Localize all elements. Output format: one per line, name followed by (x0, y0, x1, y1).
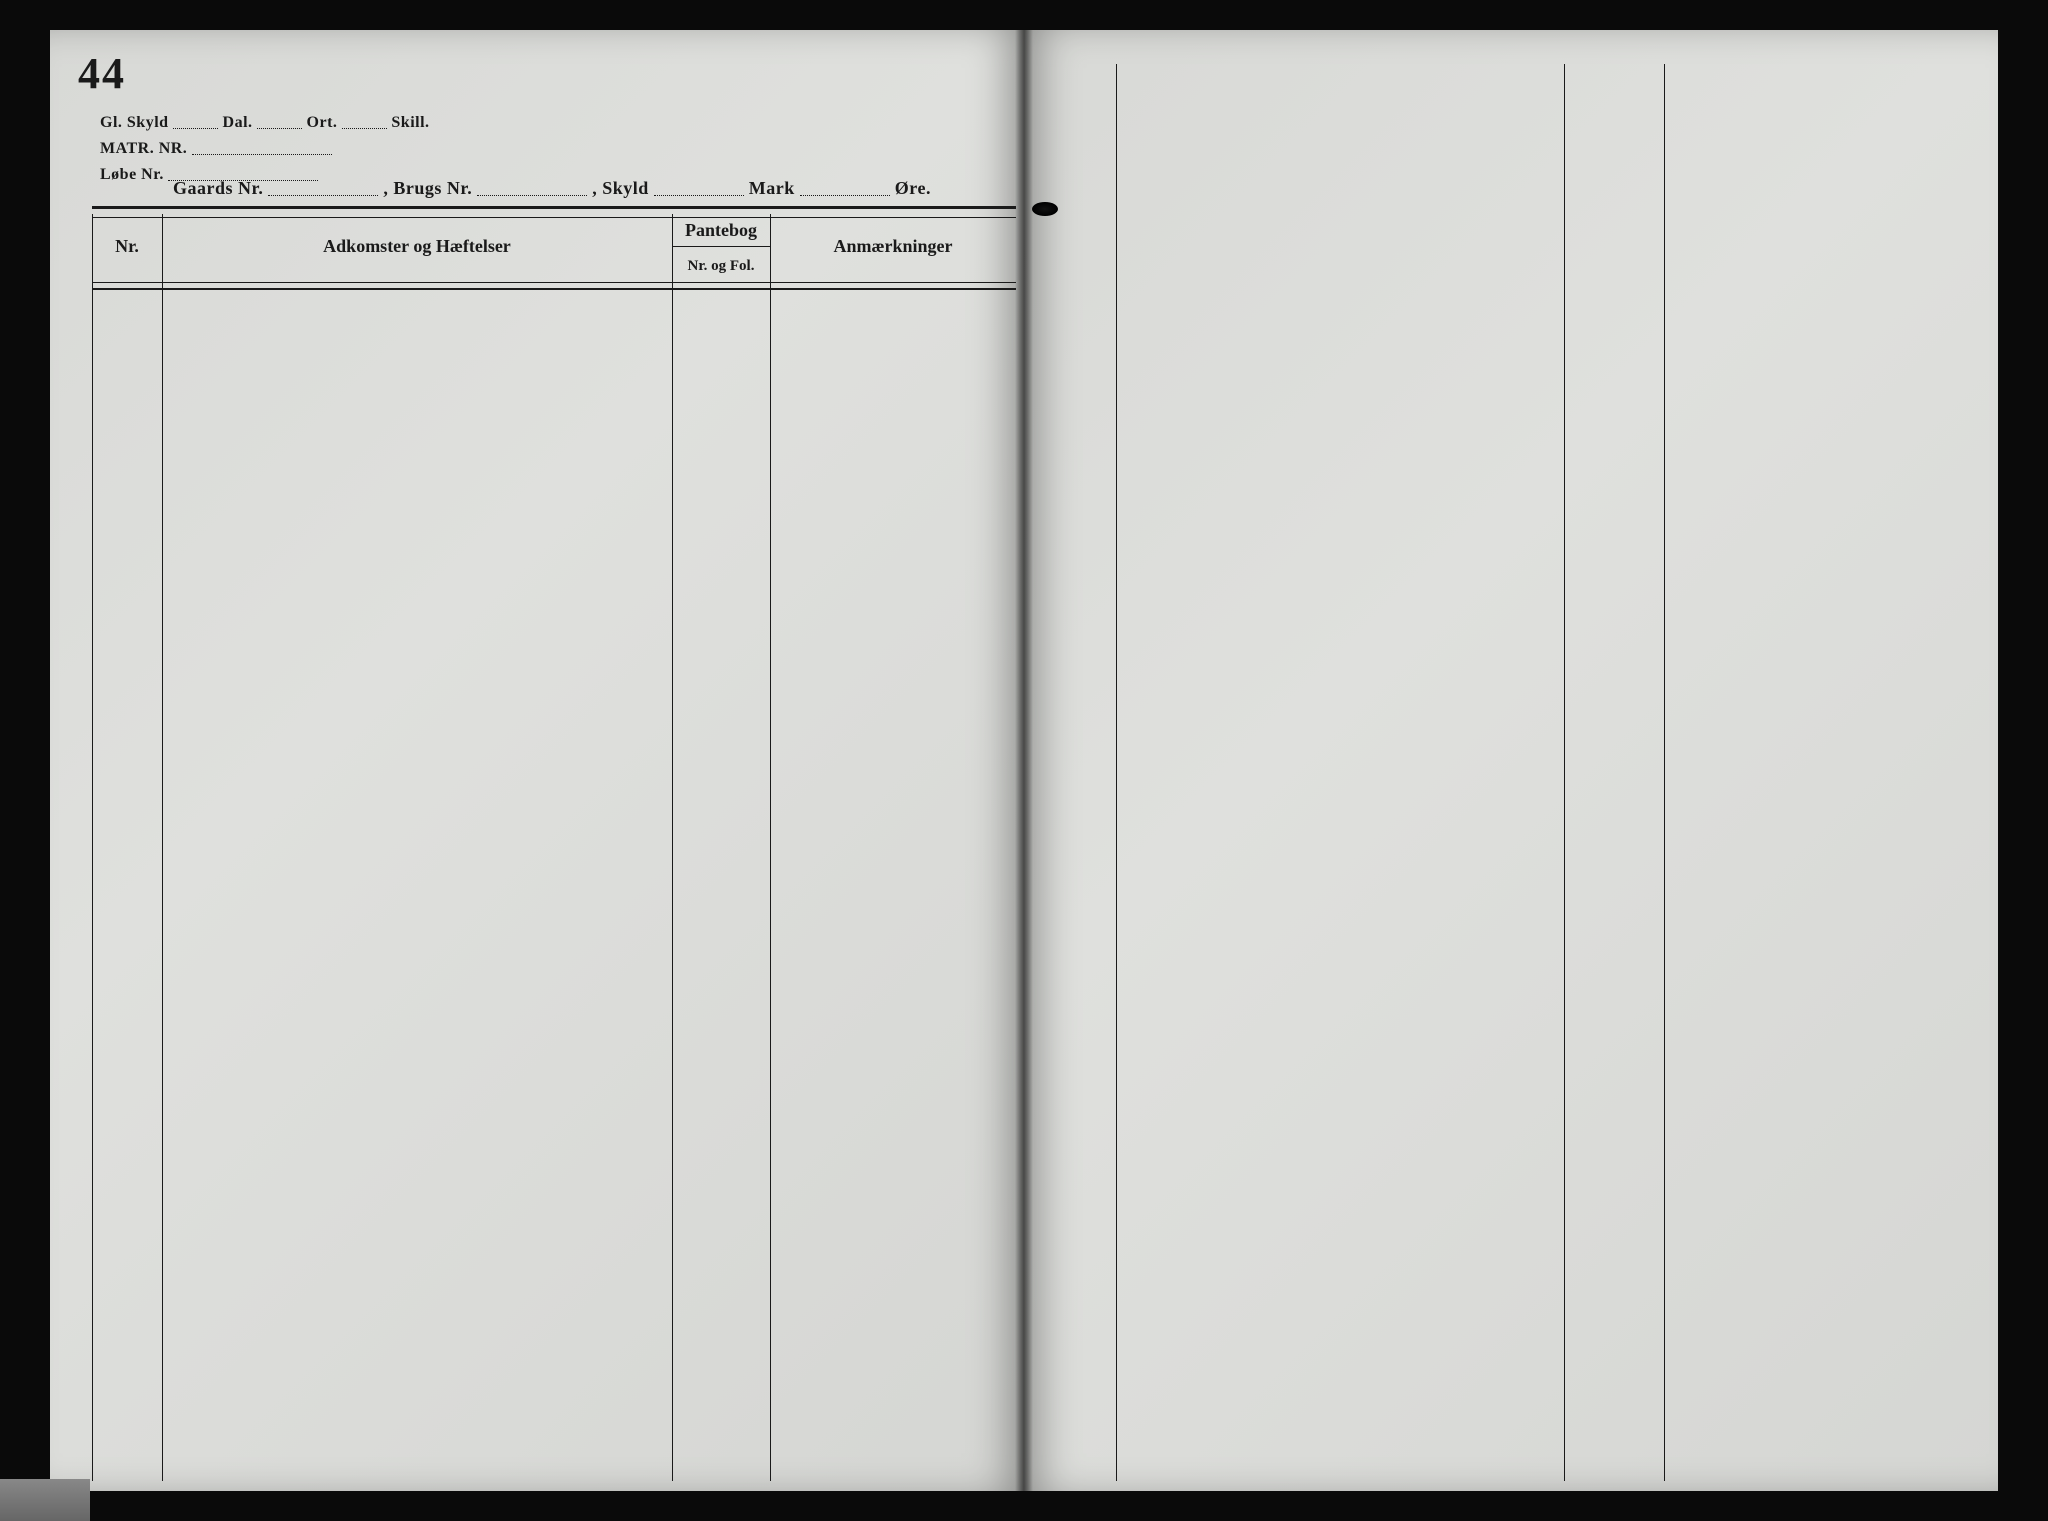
meta-line-2: MATR. NR. (100, 136, 430, 162)
left-page: 44 Gl. Skyld Dal. Ort. Skill. MATR. NR. … (50, 30, 1024, 1491)
rp-vline-3 (1664, 64, 1665, 1481)
blank-brugs (477, 181, 587, 196)
label-gl-skyld: Gl. Skyld (100, 114, 169, 131)
vline-adkomster-right (672, 214, 673, 1481)
label-gaards-nr: Gaards Nr. (173, 178, 263, 198)
header-mid-rule (672, 246, 770, 247)
label-ort: Ort. (307, 114, 338, 131)
blank-skyld (654, 181, 744, 196)
label-dal: Dal. (223, 114, 253, 131)
binding-hole (1032, 202, 1058, 216)
vline-nr-right (162, 214, 163, 1481)
blank-gaards (268, 181, 378, 196)
label-ore: Øre. (895, 178, 931, 198)
right-page-rules (1024, 30, 1998, 1491)
blank-gl-skyld-b (257, 114, 302, 129)
meta-block: Gl. Skyld Dal. Ort. Skill. MATR. NR. Løb… (100, 110, 430, 188)
label-brugs-nr: , Brugs Nr. (383, 178, 472, 198)
rp-vline-1 (1116, 64, 1117, 1481)
book-spine (1015, 30, 1033, 1491)
col-head-pantebog-top: Pantebog (672, 220, 770, 241)
scan-frame: 44 Gl. Skyld Dal. Ort. Skill. MATR. NR. … (0, 0, 2048, 1521)
page-number: 44 (78, 48, 126, 99)
label-matr-nr: MATR. NR. (100, 140, 187, 157)
label-skill: Skill. (391, 114, 429, 131)
blank-gl-skyld-a (173, 114, 218, 129)
col-head-anmaerkninger: Anmærkninger (770, 236, 1016, 257)
col-head-nr: Nr. (92, 236, 162, 257)
label-skyld: , Skyld (592, 178, 649, 198)
header-bottom-rule-thick (92, 288, 1016, 290)
vline-pantebog-right (770, 214, 771, 1481)
vline-left-margin (92, 214, 93, 1481)
label-mark: Mark (749, 178, 795, 198)
rp-vline-2 (1564, 64, 1565, 1481)
col-head-pantebog-bottom: Nr. og Fol. (672, 258, 770, 275)
col-head-adkomster: Adkomster og Hæftelser (162, 236, 672, 257)
book-spread: 44 Gl. Skyld Dal. Ort. Skill. MATR. NR. … (50, 30, 1998, 1491)
double-rule-top (92, 206, 1016, 218)
thumb-tab (0, 1479, 90, 1521)
heading-line: Gaards Nr. , Brugs Nr. , Skyld Mark Øre. (100, 178, 1004, 199)
blank-matr-nr (192, 140, 332, 155)
blank-gl-skyld-c (342, 114, 387, 129)
blank-mark (800, 181, 890, 196)
meta-line-1: Gl. Skyld Dal. Ort. Skill. (100, 110, 430, 136)
header-bottom-rule-thin (92, 282, 1016, 283)
right-page (1024, 30, 1998, 1491)
